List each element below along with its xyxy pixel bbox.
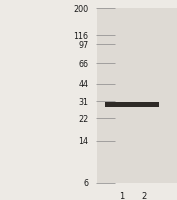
Text: 14: 14 (79, 136, 88, 145)
FancyBboxPatch shape (105, 103, 137, 107)
Text: 200: 200 (73, 5, 88, 13)
Text: 6: 6 (84, 179, 88, 187)
Text: 44: 44 (79, 80, 88, 89)
FancyBboxPatch shape (97, 9, 177, 183)
Text: 2: 2 (141, 191, 146, 200)
Text: 31: 31 (79, 97, 88, 106)
Text: 22: 22 (78, 114, 88, 123)
Text: 1: 1 (119, 191, 124, 200)
Text: 97: 97 (78, 40, 88, 49)
Text: 66: 66 (79, 60, 88, 68)
Text: kDa: kDa (70, 0, 88, 2)
FancyBboxPatch shape (128, 103, 159, 107)
Text: 116: 116 (73, 32, 88, 41)
